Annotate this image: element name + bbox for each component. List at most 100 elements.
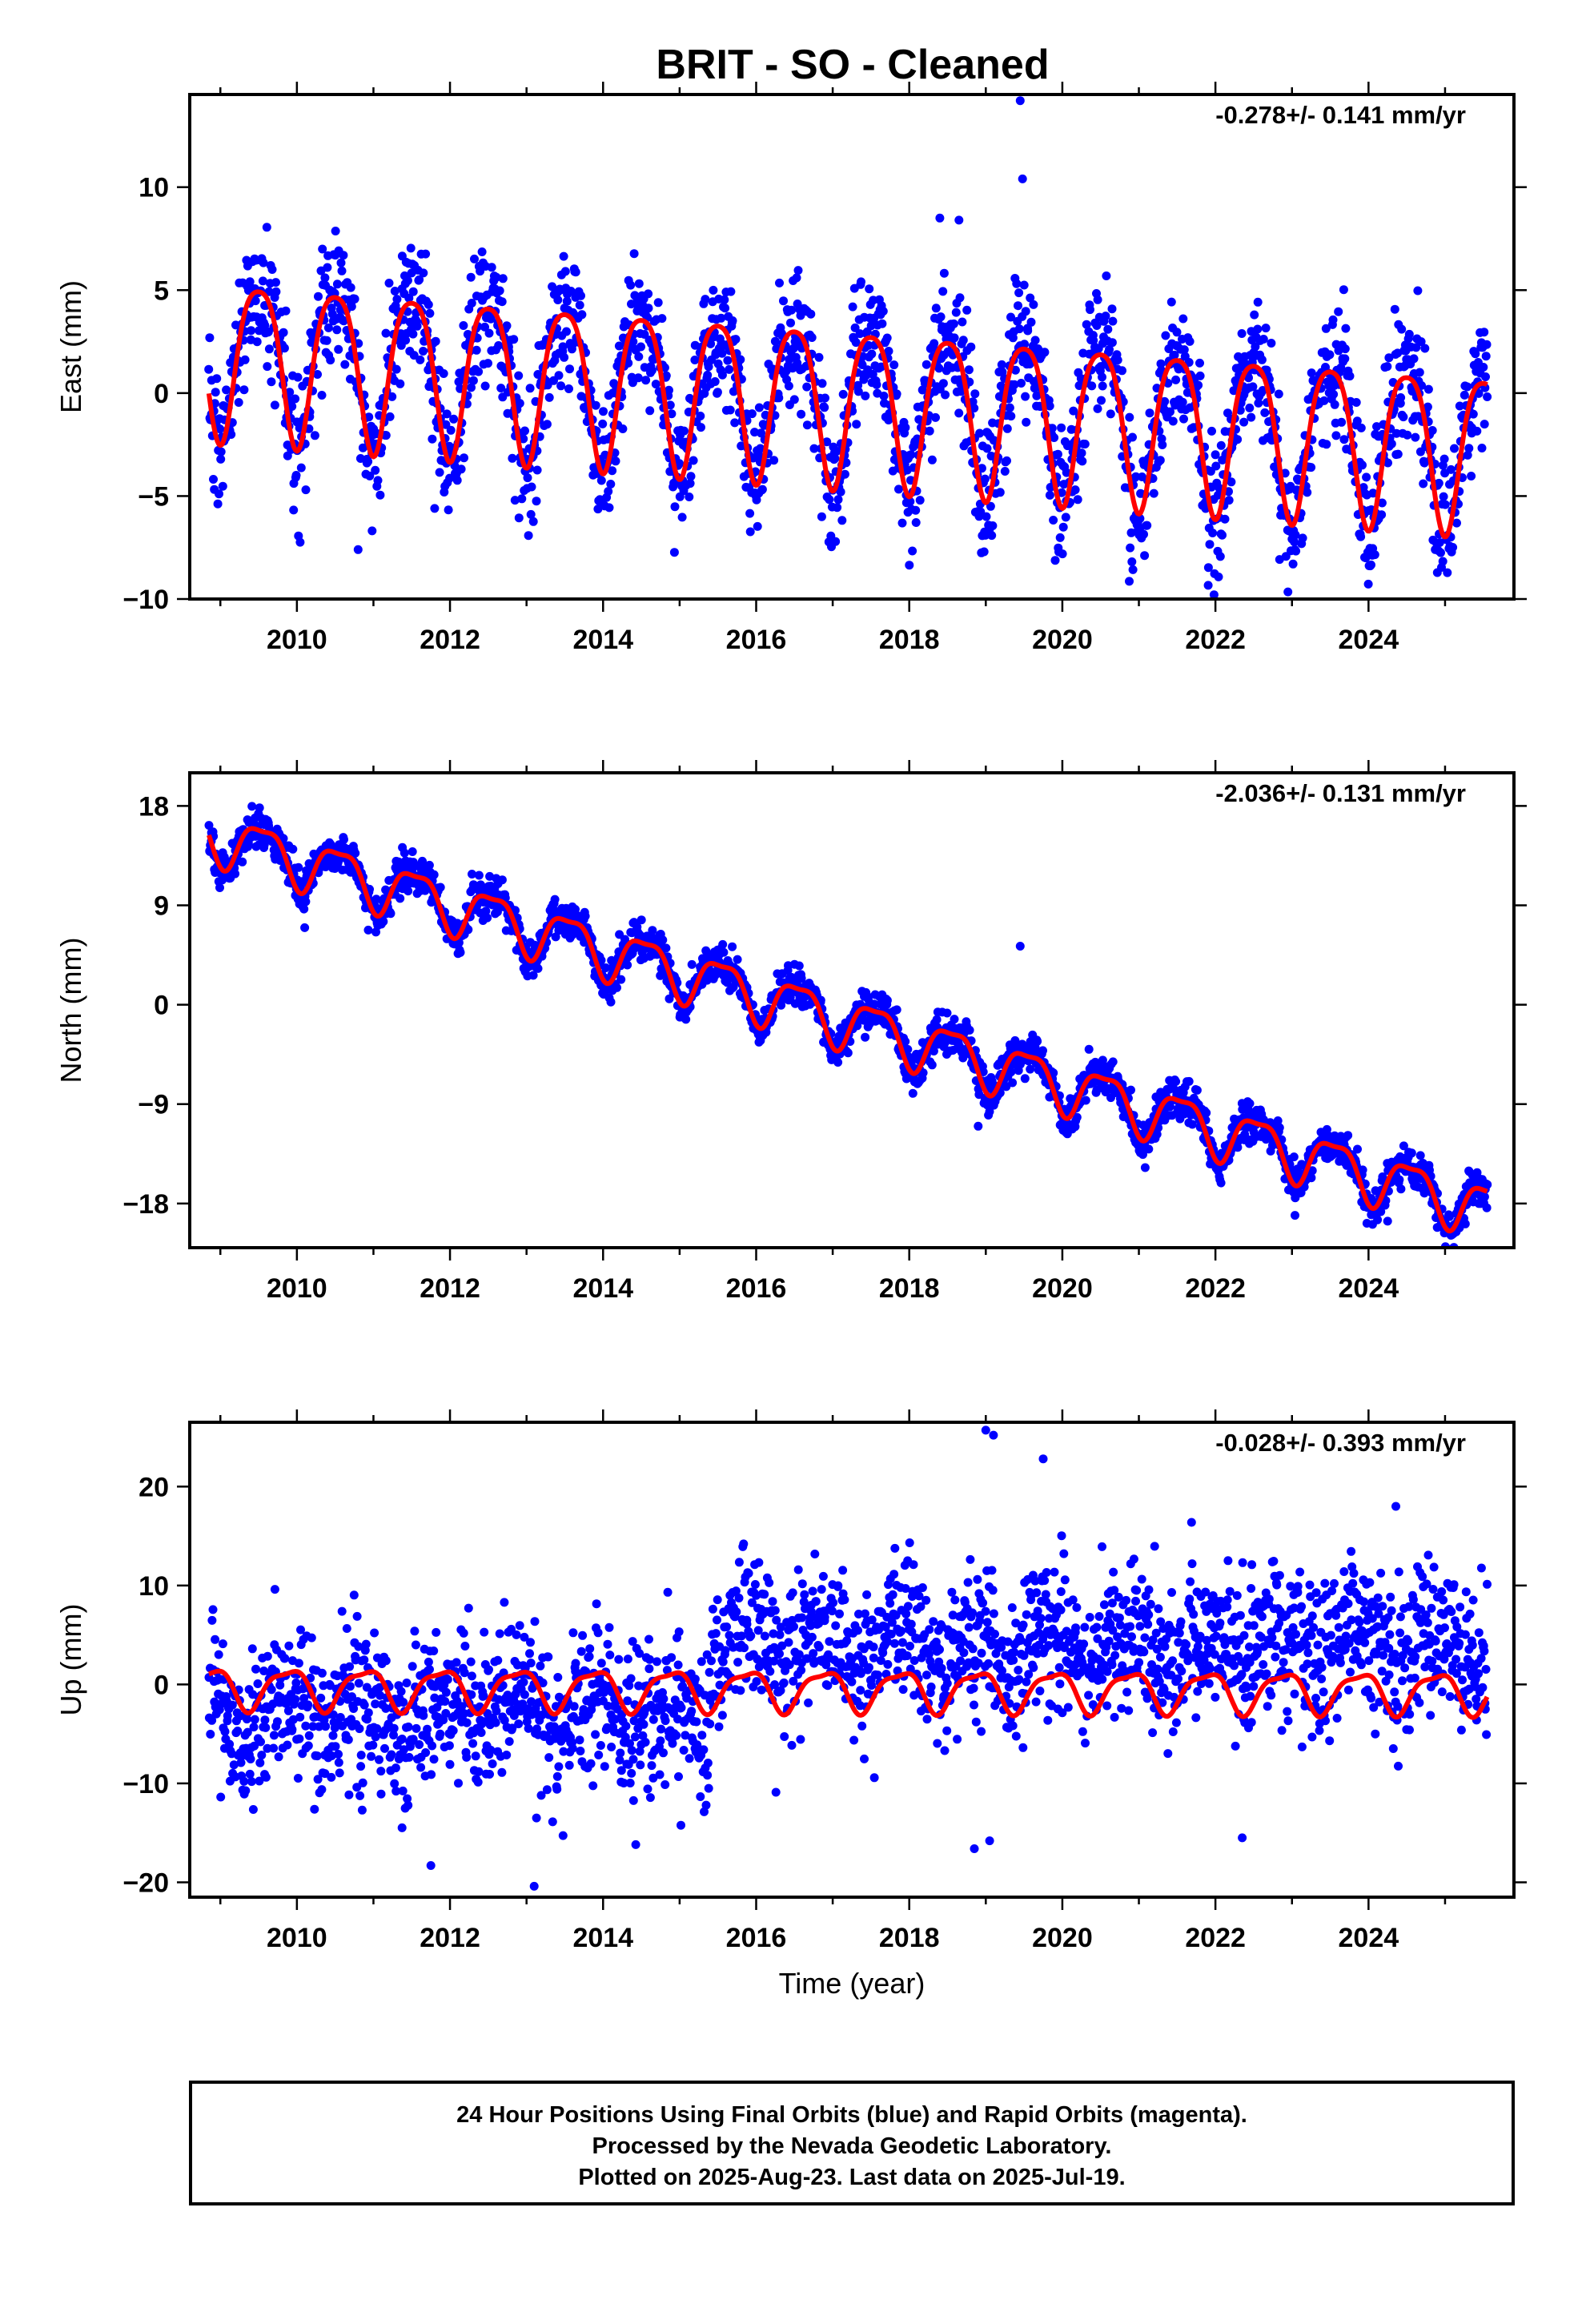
data-point (914, 415, 924, 424)
plot-frame (188, 93, 1516, 601)
data-point (1178, 397, 1187, 407)
data-point (1353, 1144, 1362, 1154)
data-point (1411, 432, 1420, 442)
data-point (1245, 1099, 1255, 1108)
panels: 2010 2012 2014 2016 2018 2020 2022 2024−10−5051… (54, 82, 1527, 2000)
data-point (523, 473, 532, 483)
data-point (1467, 472, 1476, 480)
data-point (318, 244, 327, 254)
data-point (1098, 372, 1106, 382)
data-point (1227, 477, 1236, 487)
data-point (247, 326, 256, 336)
data-point (997, 360, 1006, 369)
data-point (386, 909, 396, 919)
data-point (1352, 416, 1362, 426)
data-point (1195, 371, 1205, 380)
data-point (802, 382, 812, 392)
data-point (1321, 324, 1331, 333)
y-axis-label: East (mm) (54, 280, 87, 413)
data-point (280, 1654, 290, 1663)
data-point (576, 291, 585, 300)
data-point (261, 1723, 271, 1732)
data-point (474, 367, 484, 376)
data-point (1343, 1131, 1353, 1140)
outlier-point (954, 215, 964, 225)
data-point (665, 400, 675, 410)
data-point (1166, 407, 1174, 416)
data-point (725, 364, 734, 374)
x-tick-label: 2012 (420, 625, 480, 655)
data-point (339, 251, 348, 260)
data-point (281, 306, 291, 316)
data-point (1377, 510, 1387, 520)
data-point (809, 444, 819, 453)
data-point (267, 1685, 276, 1695)
data-point (456, 947, 465, 957)
data-point (644, 304, 653, 313)
data-point (301, 897, 311, 907)
data-point (958, 1053, 968, 1063)
data-point (468, 870, 476, 879)
data-point (1257, 355, 1267, 364)
data-point (300, 923, 310, 932)
data-point (1179, 414, 1188, 424)
data-point (285, 388, 295, 397)
data-point (248, 1805, 258, 1814)
data-point (1047, 424, 1057, 433)
data-point (1171, 1077, 1181, 1086)
data-point (249, 1723, 259, 1732)
data-point (1118, 366, 1126, 376)
data-point (1214, 572, 1223, 581)
data-point (511, 906, 520, 915)
y-tick-label: −18 (122, 1189, 169, 1220)
data-point (1002, 456, 1011, 465)
data-point (293, 1774, 303, 1783)
data-point (371, 465, 380, 475)
data-point (269, 1731, 279, 1740)
data-point (1026, 317, 1036, 327)
data-point (1216, 1178, 1226, 1188)
x-tick-label: 2010 (267, 625, 327, 655)
data-point (962, 305, 972, 315)
data-point (1307, 368, 1316, 378)
data-point (231, 869, 240, 879)
data-point (363, 925, 373, 935)
data-point (1005, 403, 1014, 412)
data-point (753, 521, 762, 531)
data-point (1419, 458, 1429, 468)
data-point (1126, 1085, 1135, 1095)
data-point (745, 527, 755, 537)
data-point (1303, 488, 1312, 497)
data-point (1082, 320, 1091, 329)
data-point (267, 265, 277, 274)
data-point (950, 1015, 959, 1024)
data-point (1017, 379, 1026, 388)
data-point (207, 1615, 217, 1625)
data-point (1329, 389, 1339, 399)
data-point (941, 390, 950, 400)
data-point (295, 1712, 305, 1722)
data-point (328, 1731, 338, 1740)
y-tick-label: −10 (122, 585, 169, 615)
data-point (601, 963, 611, 972)
data-point (287, 402, 297, 411)
data-point (470, 254, 479, 263)
data-point (532, 465, 542, 475)
data-point (1362, 472, 1371, 482)
data-point (1125, 577, 1134, 586)
data-point (577, 310, 587, 320)
data-point (486, 314, 496, 324)
data-point (498, 274, 508, 283)
data-point (769, 456, 779, 465)
data-point (291, 394, 300, 404)
data-point (861, 391, 870, 400)
data-point (1185, 336, 1195, 346)
data-point (733, 955, 742, 964)
data-point (307, 1633, 316, 1642)
data-point (532, 497, 541, 506)
data-point (419, 347, 428, 356)
data-point (264, 287, 274, 296)
data-point (1209, 590, 1219, 599)
data-point (301, 485, 311, 495)
data-point (1397, 324, 1407, 334)
